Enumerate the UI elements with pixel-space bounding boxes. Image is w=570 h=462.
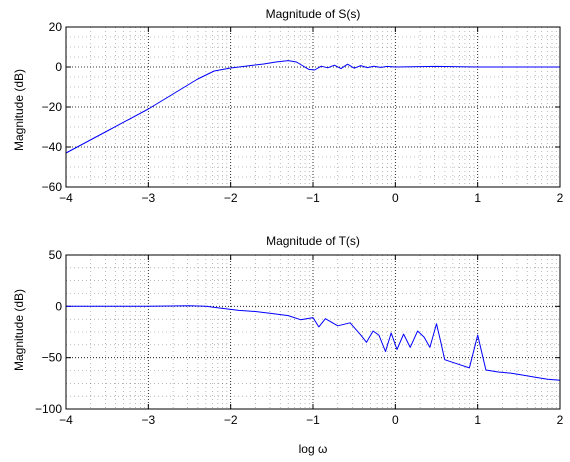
y-tick-label: 0 xyxy=(55,299,62,313)
x-tick-label: 0 xyxy=(392,413,399,427)
plot-title-t: Magnitude of T(s) xyxy=(266,234,360,248)
subplot-s-magnitude: Magnitude of S(s) Magnitude (dB) −4 −3 −2−… xyxy=(12,7,564,205)
y-tick-label: 50 xyxy=(49,248,63,262)
subplot-t-magnitude: Magnitude of T(s) Magnitude (dB) log ω −… xyxy=(12,234,564,456)
y-tick-label: −100 xyxy=(35,402,62,416)
x-tick-label: −2 xyxy=(224,413,238,427)
ticks-s: −4 −3 −2 −1 0 1 2 −60 −40 −20 0 20 xyxy=(42,20,564,205)
y-axis-label-s: Magnitude (dB) xyxy=(12,69,26,151)
series-line-1-0 xyxy=(66,305,561,381)
ticks-t: −4 −3 −2 −1 0 1 2 −100 −50 0 50 xyxy=(35,248,564,427)
x-tick-label: −1 xyxy=(306,191,320,205)
grid-t xyxy=(65,254,561,410)
x-tick-label: −2 xyxy=(224,191,238,205)
x-tick-label: −4 xyxy=(59,413,73,427)
x-tick-label: 1 xyxy=(474,191,481,205)
plot-area-s xyxy=(65,60,560,154)
y-axis-label-t: Magnitude (dB) xyxy=(12,289,26,371)
x-tick-label: 1 xyxy=(474,413,481,427)
x-tick-label: −3 xyxy=(141,413,155,427)
y-tick-label: 0 xyxy=(55,60,62,74)
x-tick-label: −3 xyxy=(141,191,155,205)
x-tick-label: −1 xyxy=(306,413,320,427)
plot-title-s: Magnitude of S(s) xyxy=(266,7,361,21)
plot-area-t xyxy=(66,305,561,381)
y-tick-label: 20 xyxy=(49,20,63,34)
grid-s xyxy=(65,26,561,188)
x-tick-label: 0 xyxy=(392,191,399,205)
y-tick-label: −50 xyxy=(42,351,63,365)
series-line-0-0 xyxy=(65,60,560,154)
x-tick-label: −4 xyxy=(59,191,73,205)
axes-frame-t xyxy=(65,254,561,410)
y-tick-label: −40 xyxy=(42,140,63,154)
x-axis-label-t: log ω xyxy=(299,442,328,456)
x-tick-label: 2 xyxy=(557,413,564,427)
axes-frame-s xyxy=(65,26,561,188)
x-tick-label: 2 xyxy=(557,191,564,205)
y-tick-label: −20 xyxy=(42,100,63,114)
y-tick-label: −60 xyxy=(42,180,63,194)
